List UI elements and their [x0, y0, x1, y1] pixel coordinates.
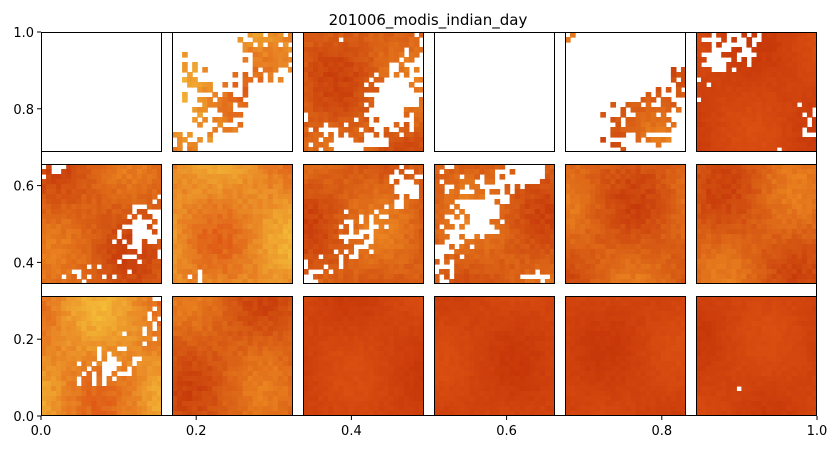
y-tick-label: 1.0 — [13, 26, 34, 41]
y-tick-label: 0.0 — [13, 410, 34, 425]
y-tick-label: 0.8 — [13, 103, 34, 118]
map-panel — [565, 296, 686, 416]
map-panel — [172, 164, 293, 284]
map-panel — [434, 164, 555, 284]
axes-frame — [41, 32, 817, 416]
map-panel — [696, 296, 817, 416]
x-axis: 0.0 0.2 0.4 0.6 0.8 1.0 — [31, 416, 828, 439]
map-panel — [565, 32, 686, 152]
map-panel — [434, 296, 555, 416]
panel-border — [434, 164, 555, 284]
map-panel — [696, 32, 817, 152]
x-tick-label: 0.2 — [186, 424, 207, 439]
x-tick-label: 0.4 — [341, 424, 362, 439]
panel-border — [172, 164, 293, 284]
map-panel — [41, 164, 162, 284]
map-panel — [172, 296, 293, 416]
map-panel — [41, 296, 162, 416]
map-panel — [303, 296, 424, 416]
map-panel — [696, 164, 817, 284]
x-tick-label: 0.6 — [496, 424, 517, 439]
y-tick-label: 0.4 — [13, 256, 34, 271]
map-panel — [303, 164, 424, 284]
panel-grid — [41, 32, 817, 416]
y-tick-label: 0.2 — [13, 333, 34, 348]
map-panel — [565, 164, 686, 284]
x-tick-label: 0.0 — [31, 424, 52, 439]
map-panel — [172, 32, 293, 152]
panel-border — [303, 164, 424, 284]
y-axis: 0.0 0.2 0.4 0.6 0.8 1.0 — [13, 26, 41, 425]
map-panel — [41, 32, 162, 152]
x-tick-label: 1.0 — [807, 424, 828, 439]
y-tick-label: 0.6 — [13, 180, 34, 195]
x-tick-label: 0.8 — [651, 424, 672, 439]
panel-border — [565, 164, 686, 284]
map-panel — [434, 32, 555, 152]
map-panel — [303, 32, 424, 152]
chart-title: 201006_modis_indian_day — [329, 11, 528, 30]
